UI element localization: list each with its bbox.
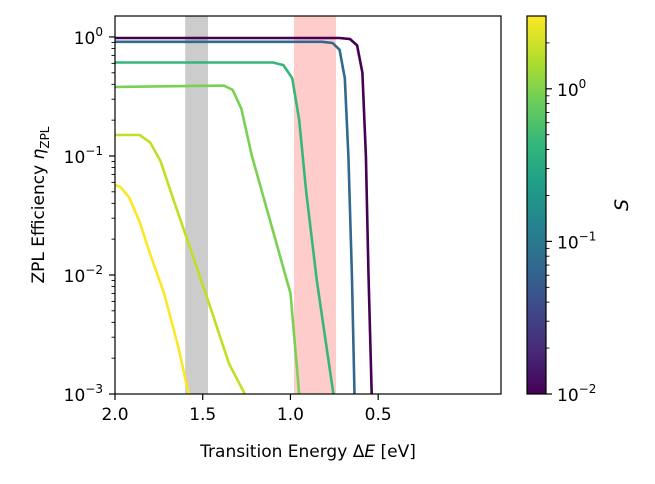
x-axis-ticks: 2.0 1.5 1.0 0.5 (101, 394, 392, 425)
gray-band (185, 16, 208, 394)
y-tick-label: 10−1 (64, 144, 103, 168)
series-line-2 (115, 40, 356, 394)
series-line-6 (115, 183, 190, 394)
y-axis-label: ZPL Efficiency ηZPL (29, 126, 52, 283)
series-line-3 (115, 61, 335, 394)
series-line-5 (115, 133, 247, 394)
x-tick-label: 1.5 (189, 405, 216, 425)
series-line-4 (115, 84, 301, 394)
x-tick-label: 1.0 (277, 405, 304, 425)
colorbar-tick-label: 10−1 (557, 229, 596, 253)
y-tick-label: 10−2 (64, 263, 103, 287)
series-lines (115, 36, 373, 394)
highlight-bands (185, 16, 337, 394)
colorbar-tick-label: 100 (557, 77, 586, 101)
y-tick-label: 100 (74, 25, 103, 49)
pink-band (293, 16, 337, 394)
colorbar-label: S (611, 199, 633, 211)
x-tick-label: 0.5 (365, 405, 392, 425)
colorbar-ticks: 10−2 10−1 100 (546, 42, 596, 406)
x-tick-label: 2.0 (101, 405, 128, 425)
y-tick-label: 10−3 (64, 382, 103, 406)
series-line-1 (115, 36, 373, 394)
colorbar-frame (526, 15, 547, 395)
plot-frame (114, 15, 502, 395)
x-axis-label: Transition Energy ΔE [eV] (199, 442, 416, 462)
colorbar (527, 16, 546, 394)
y-axis-ticks: 10−3 10−2 10−1 100 (64, 25, 115, 406)
colorbar-tick-label: 10−2 (557, 382, 596, 406)
